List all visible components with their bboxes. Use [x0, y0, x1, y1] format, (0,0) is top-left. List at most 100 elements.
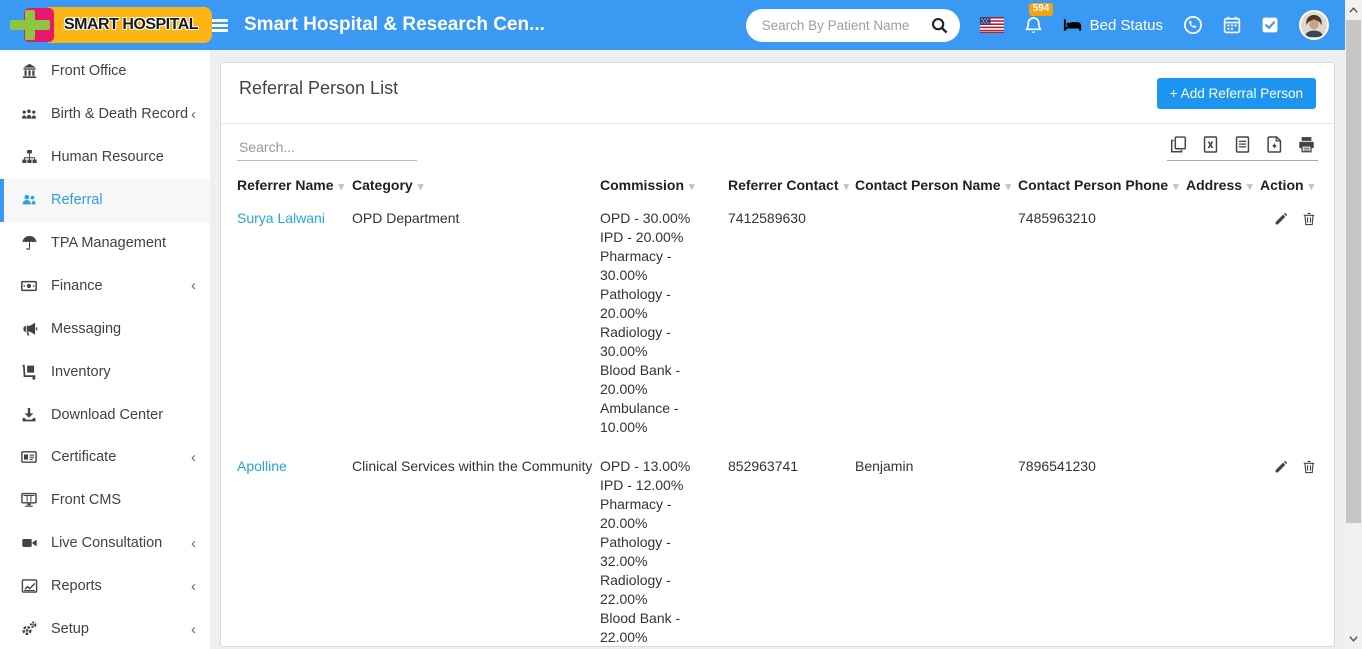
col-contact-person-phone[interactable]: Contact Person Phone ▾: [1018, 177, 1179, 193]
scrollbar-up-icon[interactable]: [1345, 2, 1362, 18]
category-cell: Clinical Services within the Community: [352, 458, 593, 474]
category-cell: OPD Department: [352, 210, 460, 226]
sidebar-item-certificate[interactable]: Certificate ‹: [0, 436, 210, 479]
table-row: Apolline Clinical Services within the Co…: [237, 453, 1320, 646]
sidebar-item-human-resource[interactable]: Human Resource: [0, 136, 210, 179]
money-icon: [19, 278, 39, 294]
id-card-icon: [19, 449, 39, 465]
bed-icon: [1063, 19, 1081, 31]
print-icon[interactable]: [1298, 136, 1315, 153]
contact-person-phone-cell: 7896541230: [1018, 458, 1096, 474]
referral-table: Referrer Name ▾ Category ▾ Commission ▾ Ref…: [237, 171, 1320, 646]
delete-trash-icon[interactable]: [1302, 460, 1316, 474]
sidebar-item-label: Finance: [51, 277, 103, 294]
sort-caret-icon: ▾: [1308, 181, 1315, 193]
address-cell: [1186, 205, 1260, 453]
page-title: Referral Person List: [239, 78, 399, 98]
sidebar-item-messaging[interactable]: Messaging: [0, 307, 210, 350]
chevron-left-icon: ‹: [191, 448, 196, 466]
sidebar-item-label: Setup: [51, 621, 89, 638]
sidebar-item-label: Live Consultation: [51, 535, 163, 552]
col-category[interactable]: Category ▾: [352, 177, 424, 193]
user-avatar[interactable]: [1299, 10, 1329, 40]
scrollbar-down-icon[interactable]: [1345, 631, 1362, 647]
sidebar-item-live-consultation[interactable]: Live Consultation ‹: [0, 522, 210, 565]
sidebar-item-finance[interactable]: Finance ‹: [0, 264, 210, 307]
sidebar-item-front-cms[interactable]: Front CMS: [0, 479, 210, 522]
logo[interactable]: SMART HOSPITAL: [0, 0, 213, 50]
sidebar-item-tpa-management[interactable]: TPA Management: [0, 222, 210, 265]
logo-cross-icon: [10, 10, 50, 40]
sidebar-item-referral[interactable]: Referral: [0, 178, 210, 222]
whatsapp-icon[interactable]: [1183, 15, 1203, 35]
users-icon: [19, 192, 39, 208]
sidebar-item-label: Birth & Death Record: [51, 106, 189, 123]
calendar-icon[interactable]: [1223, 16, 1241, 34]
add-referral-person-button[interactable]: + Add Referral Person: [1156, 78, 1316, 109]
sidebar-item-setup[interactable]: Setup ‹: [0, 608, 210, 649]
table-search-input[interactable]: [237, 134, 417, 161]
export-excel-icon[interactable]: [1202, 136, 1219, 153]
top-navbar: SMART HOSPITAL Smart Hospital & Research…: [0, 0, 1345, 50]
scrollbar-thumb[interactable]: [1346, 20, 1361, 523]
commission-cell: OPD - 30.00% IPD - 20.00% Pharmacy - 30.…: [600, 210, 691, 435]
export-pdf-icon[interactable]: [1266, 136, 1283, 153]
page-scrollbar[interactable]: [1345, 0, 1362, 649]
table-row: Surya Lalwani OPD Department OPD - 30.00…: [237, 205, 1320, 453]
sidebar-item-download-center[interactable]: Download Center: [0, 393, 210, 436]
col-contact-person-name[interactable]: Contact Person Name ▾: [855, 177, 1012, 193]
sidebar-item-front-office[interactable]: Front Office: [0, 50, 210, 93]
sidebar-item-label: Human Resource: [51, 149, 164, 166]
col-referrer-name[interactable]: Referrer Name ▾: [237, 177, 345, 193]
copy-icon[interactable]: [1170, 136, 1187, 153]
referrer-contact-cell: 852963741: [728, 458, 799, 474]
bed-status-label: Bed Status: [1089, 16, 1163, 34]
col-referrer-contact[interactable]: Referrer Contact ▾: [728, 177, 850, 193]
building-icon: [19, 63, 39, 79]
export-csv-icon[interactable]: [1234, 136, 1251, 153]
referrer-name-link[interactable]: Surya Lalwani: [237, 210, 325, 226]
sidebar-item-label: Referral: [51, 192, 103, 209]
chevron-left-icon: ‹: [191, 105, 196, 123]
sidebar-item-label: Inventory: [51, 363, 111, 380]
sidebar-item-label: Reports: [51, 578, 102, 595]
address-cell: [1186, 453, 1260, 646]
bed-status-button[interactable]: Bed Status: [1063, 17, 1163, 34]
sort-caret-icon: ▾: [843, 181, 850, 193]
referrer-name-link[interactable]: Apolline: [237, 458, 287, 474]
notifications-bell-icon[interactable]: 594: [1024, 2, 1054, 35]
chevron-left-icon: ‹: [191, 277, 196, 295]
sidebar-item-label: Messaging: [51, 320, 122, 337]
contact-person-phone-cell: 7485963210: [1018, 210, 1096, 226]
sidebar-item-reports[interactable]: Reports ‹: [0, 565, 210, 608]
col-commission[interactable]: Commission ▾: [600, 177, 695, 193]
sidebar-item-label: Front Office: [51, 63, 127, 80]
dolly-icon: [19, 364, 39, 380]
sort-caret-icon: ▾: [338, 181, 345, 193]
tasks-check-icon[interactable]: [1261, 16, 1279, 34]
sort-caret-icon: ▾: [689, 181, 695, 193]
col-action[interactable]: Action ▾: [1260, 177, 1315, 193]
language-flag-icon[interactable]: [979, 17, 1004, 33]
contact-person-name-cell: [855, 205, 1018, 453]
sort-caret-icon: ▾: [417, 181, 424, 193]
patient-search-input[interactable]: [761, 17, 931, 33]
referral-list-card: Referral Person List + Add Referral Pers…: [220, 62, 1335, 647]
monitor-icon: [19, 492, 39, 508]
patient-search: [745, 8, 960, 42]
edit-pencil-icon[interactable]: [1274, 460, 1288, 474]
notification-count-badge: 594: [1028, 2, 1054, 16]
sidebar: Front Office Birth & Death Record ‹ Huma…: [0, 50, 210, 649]
menu-toggle-icon[interactable]: [210, 18, 228, 32]
people-group-icon: [19, 106, 39, 122]
search-icon[interactable]: [931, 17, 948, 34]
delete-trash-icon[interactable]: [1302, 212, 1316, 226]
edit-pencil-icon[interactable]: [1274, 212, 1288, 226]
app-title: Smart Hospital & Research Cen...: [244, 14, 545, 35]
sidebar-item-birth-death-record[interactable]: Birth & Death Record ‹: [0, 93, 210, 136]
col-address[interactable]: Address ▾: [1186, 177, 1253, 193]
sitemap-icon: [19, 149, 39, 165]
chevron-left-icon: ‹: [191, 577, 196, 595]
sidebar-item-inventory[interactable]: Inventory: [0, 350, 210, 393]
